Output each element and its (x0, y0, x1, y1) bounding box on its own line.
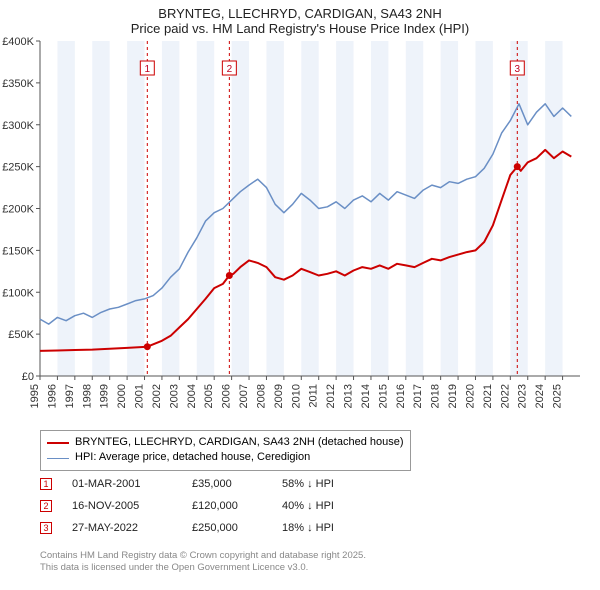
sales-row: 1 01-MAR-2001 £35,000 58% ↓ HPI (40, 473, 362, 495)
svg-text:2017: 2017 (412, 384, 424, 408)
svg-text:£0: £0 (22, 371, 34, 383)
svg-text:1996: 1996 (46, 384, 58, 408)
svg-text:£300K: £300K (2, 120, 34, 132)
chart-legend: BRYNTEG, LLECHRYD, CARDIGAN, SA43 2NH (d… (40, 430, 411, 471)
svg-text:2016: 2016 (395, 384, 407, 408)
sales-table: 1 01-MAR-2001 £35,000 58% ↓ HPI 2 16-NOV-2005… (40, 473, 362, 539)
sale-marker: 2 (40, 500, 52, 512)
legend-row: HPI: Average price, detached house, Cere… (47, 450, 404, 465)
svg-text:2023: 2023 (517, 384, 529, 408)
svg-text:2: 2 (227, 64, 233, 75)
svg-text:£400K: £400K (2, 36, 34, 48)
sales-row: 2 16-NOV-2005 £120,000 40% ↓ HPI (40, 495, 362, 517)
svg-text:2021: 2021 (482, 384, 494, 408)
svg-text:2003: 2003 (168, 384, 180, 408)
title-line2: Price paid vs. HM Land Registry's House … (0, 21, 600, 36)
svg-text:£250K: £250K (2, 162, 34, 174)
svg-text:2020: 2020 (464, 384, 476, 408)
svg-text:£200K: £200K (2, 204, 34, 216)
sale-date: 01-MAR-2001 (72, 478, 172, 490)
svg-text:2002: 2002 (151, 384, 163, 408)
svg-text:2012: 2012 (325, 384, 337, 408)
chart-title: BRYNTEG, LLECHRYD, CARDIGAN, SA43 2NH Pr… (0, 0, 600, 36)
svg-text:£150K: £150K (2, 245, 34, 257)
sale-price: £35,000 (192, 478, 262, 490)
svg-text:2010: 2010 (290, 384, 302, 408)
svg-text:1: 1 (145, 64, 151, 75)
legend-row: BRYNTEG, LLECHRYD, CARDIGAN, SA43 2NH (d… (47, 435, 404, 450)
legend-swatch (47, 442, 69, 444)
svg-text:2024: 2024 (534, 384, 546, 408)
svg-text:2006: 2006 (221, 384, 233, 408)
svg-text:2013: 2013 (343, 384, 355, 408)
sale-price: £120,000 (192, 500, 262, 512)
sale-date: 27-MAY-2022 (72, 522, 172, 534)
svg-text:2004: 2004 (186, 384, 198, 408)
sale-date: 16-NOV-2005 (72, 500, 172, 512)
svg-text:2018: 2018 (430, 384, 442, 408)
svg-text:3: 3 (515, 64, 521, 75)
svg-text:£350K: £350K (2, 78, 34, 90)
svg-text:£100K: £100K (2, 287, 34, 299)
svg-text:2022: 2022 (499, 384, 511, 408)
legend-label: BRYNTEG, LLECHRYD, CARDIGAN, SA43 2NH (d… (75, 435, 404, 450)
svg-text:2025: 2025 (552, 384, 564, 408)
svg-text:2015: 2015 (377, 384, 389, 408)
sale-marker: 1 (40, 478, 52, 490)
svg-text:1999: 1999 (99, 384, 111, 408)
legend-swatch (47, 458, 69, 459)
sale-marker: 3 (40, 522, 52, 534)
title-line1: BRYNTEG, LLECHRYD, CARDIGAN, SA43 2NH (0, 6, 600, 21)
svg-text:2007: 2007 (238, 384, 250, 408)
svg-text:2011: 2011 (308, 384, 320, 408)
svg-text:2014: 2014 (360, 384, 372, 408)
legend-label: HPI: Average price, detached house, Cere… (75, 450, 310, 465)
footer-attribution: Contains HM Land Registry data © Crown c… (40, 550, 366, 575)
svg-text:2001: 2001 (134, 384, 146, 408)
svg-text:2000: 2000 (116, 384, 128, 408)
svg-text:1998: 1998 (81, 384, 93, 408)
footer-line2: This data is licensed under the Open Gov… (40, 562, 366, 574)
svg-text:2009: 2009 (273, 384, 285, 408)
footer-line1: Contains HM Land Registry data © Crown c… (40, 550, 366, 562)
svg-text:2008: 2008 (255, 384, 267, 408)
sales-row: 3 27-MAY-2022 £250,000 18% ↓ HPI (40, 517, 362, 539)
sale-delta: 58% ↓ HPI (282, 478, 362, 490)
svg-text:1995: 1995 (29, 384, 41, 408)
svg-text:1997: 1997 (64, 384, 76, 408)
svg-text:£50K: £50K (8, 329, 34, 341)
price-chart: £0 £50K £100K £150K £200K £250K £300K £350K £400… (0, 36, 600, 431)
svg-text:2005: 2005 (203, 384, 215, 408)
sale-delta: 18% ↓ HPI (282, 522, 362, 534)
sale-delta: 40% ↓ HPI (282, 500, 362, 512)
chart-container: BRYNTEG, LLECHRYD, CARDIGAN, SA43 2NH Pr… (0, 0, 600, 590)
sale-price: £250,000 (192, 522, 262, 534)
svg-text:2019: 2019 (447, 384, 459, 408)
